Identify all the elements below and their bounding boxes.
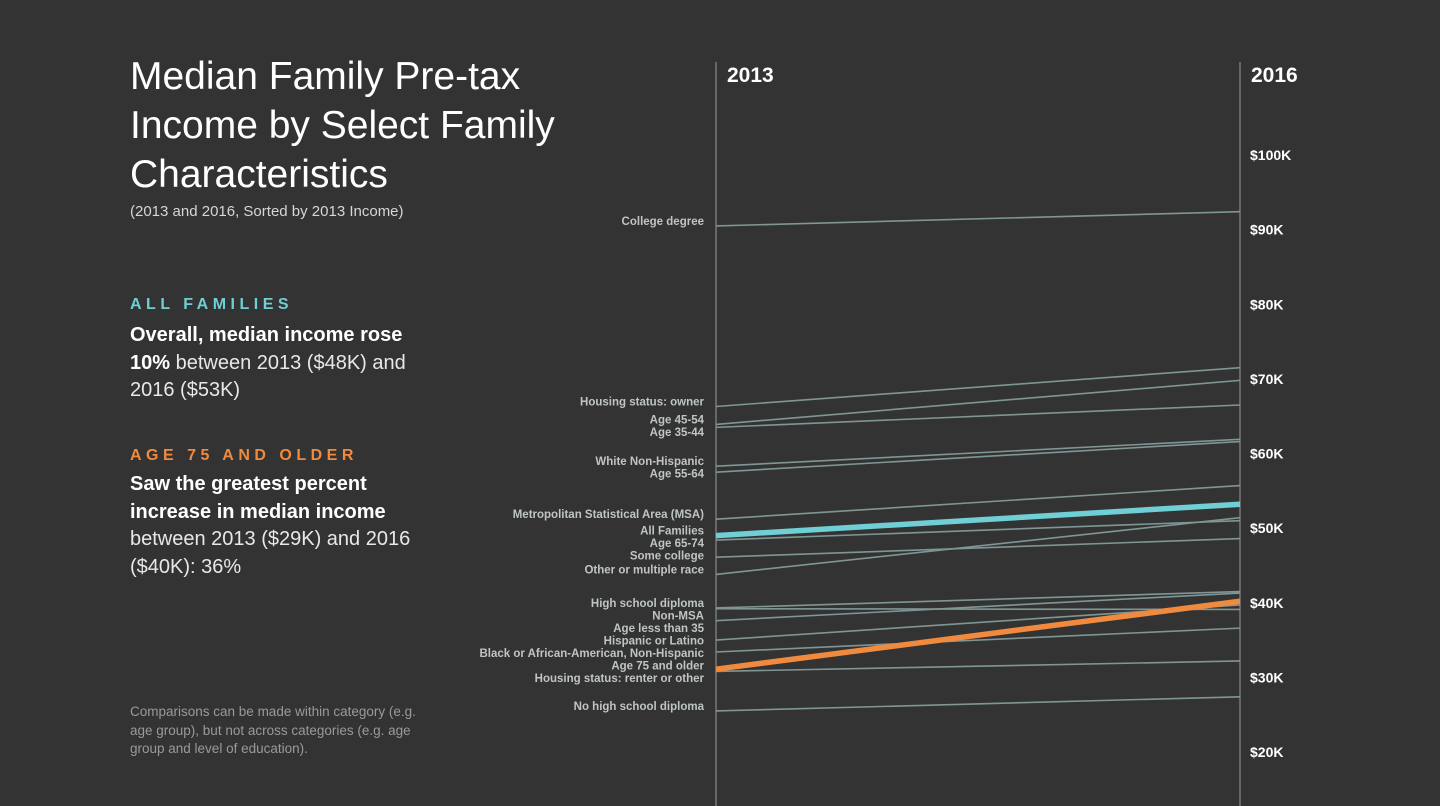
footnote: Comparisons can be made within category … <box>130 704 416 756</box>
series-label-age-35-44: Age 35-44 <box>650 427 705 439</box>
series-line-age-45-54 <box>715 379 1241 426</box>
all-families-heading: ALL FAMILIES <box>130 296 294 313</box>
subtitle: (2013 and 2016, Sorted by 2013 Income) <box>130 203 404 220</box>
series-line-white-non-hispanic <box>715 438 1241 467</box>
series-label-no-high-school-diploma: No high school diploma <box>574 701 705 713</box>
series-line-age-65-74 <box>715 519 1241 541</box>
series-label-black-or-african-american-non-hispanic: Black or African-American, Non-Hispanic <box>479 648 704 660</box>
series-label-some-college: Some college <box>630 551 704 563</box>
series-label-age-75-and-older: Age 75 and older <box>611 660 704 672</box>
series-line-no-high-school-diploma <box>715 695 1241 712</box>
series-label-white-non-hispanic: White Non-Hispanic <box>595 456 704 468</box>
series-line-housing-status-renter-or-other <box>715 660 1241 673</box>
page-title: Median Family Pre-tax Income by Select F… <box>130 55 555 196</box>
series-line-non-msa <box>715 607 1241 611</box>
series-label-housing-status-owner: Housing status: owner <box>580 396 704 408</box>
series-label-college-degree: College degree <box>622 216 704 228</box>
y-tick-label: $50K <box>1250 520 1283 536</box>
age75-heading: AGE 75 AND OLDER <box>130 447 358 464</box>
series-line-high-school-diploma <box>715 590 1241 609</box>
series-label-other-or-multiple-race: Other or multiple race <box>584 564 704 576</box>
year-label-2016: 2016 <box>1251 64 1298 87</box>
series-label-age-less-than-35: Age less than 35 <box>613 623 704 635</box>
y-tick-label: $80K <box>1250 296 1283 312</box>
series-label-non-msa: Non-MSA <box>652 610 704 622</box>
series-line-age-55-64 <box>715 440 1241 473</box>
series-line-black-or-african-american-non-hispanic <box>715 627 1241 653</box>
series-label-all-families: All Families <box>640 526 704 538</box>
y-tick-label: $20K <box>1250 744 1283 760</box>
series-label-age-55-64: Age 55-64 <box>650 469 705 481</box>
all-families-detail: between 2013 ($48K) and 2016 ($53K) <box>130 351 406 402</box>
series-line-college-degree <box>715 210 1241 227</box>
series-line-all-families <box>715 501 1241 539</box>
y-tick-label: $90K <box>1250 222 1283 238</box>
series-label-housing-status-renter-or-other: Housing status: renter or other <box>535 673 705 685</box>
age75-highlight: Saw the greatest percent increase in med… <box>130 473 386 523</box>
series-line-age-less-than-35 <box>715 592 1241 622</box>
series-line-age-75-and-older <box>715 598 1241 672</box>
y-tick-label: $30K <box>1250 669 1283 685</box>
series-line-age-35-44 <box>715 404 1241 429</box>
y-tick-label: $100K <box>1250 147 1291 163</box>
y-tick-label: $60K <box>1250 446 1283 462</box>
series-label-metropolitan-statistical-area-msa: Metropolitan Statistical Area (MSA) <box>513 509 704 521</box>
series-label-hispanic-or-latino: Hispanic or Latino <box>604 635 704 647</box>
all-families-highlight: Overall, median income rose 10% <box>130 324 403 374</box>
age75-text: Saw the greatest percent increase in med… <box>130 471 430 581</box>
series-line-metropolitan-statistical-area-msa <box>715 484 1241 520</box>
series-line-some-college <box>715 537 1241 559</box>
series-label-age-65-74: Age 65-74 <box>650 538 705 550</box>
year-label-2013: 2013 <box>727 64 774 87</box>
age75-detail: between 2013 ($29K) and 2016 ($40K): 36% <box>130 528 411 578</box>
y-tick-label: $40K <box>1250 595 1283 611</box>
series-line-other-or-multiple-race <box>715 516 1241 576</box>
series-label-high-school-diploma: High school diploma <box>591 598 705 610</box>
all-families-text: Overall, median income rose 10% between … <box>130 322 430 405</box>
series-line-housing-status-owner <box>715 366 1241 408</box>
series-label-age-45-54: Age 45-54 <box>650 414 705 426</box>
y-tick-label: $70K <box>1250 371 1283 387</box>
